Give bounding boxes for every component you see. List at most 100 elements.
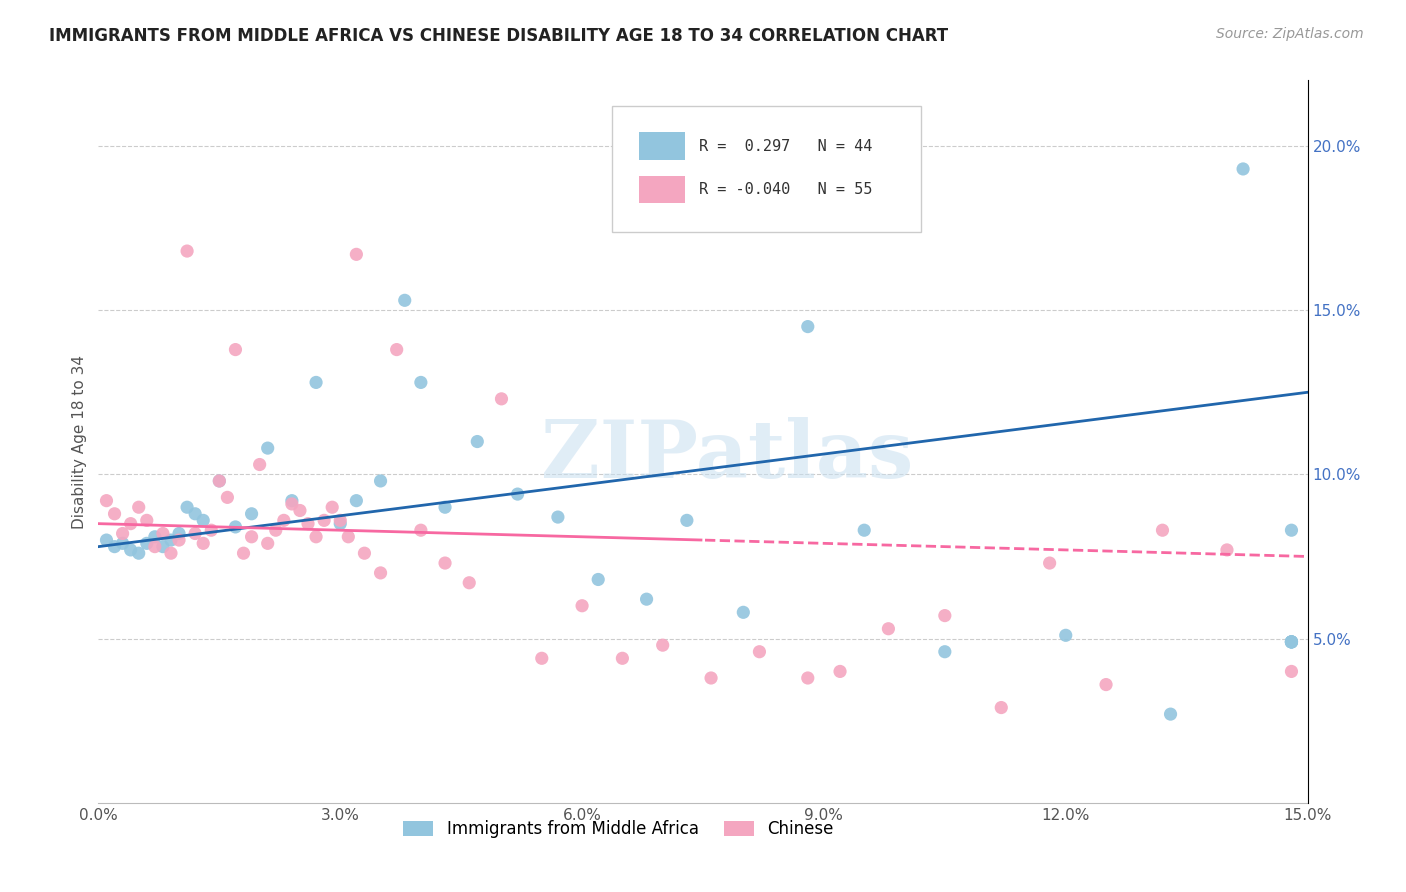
Point [256, 536, 278, 550]
Point [877, 622, 900, 636]
Text: R = -0.040   N = 55: R = -0.040 N = 55 [699, 182, 873, 197]
Point [152, 540, 174, 554]
Point [394, 293, 416, 308]
Point [143, 530, 166, 544]
Point [120, 542, 142, 557]
Point [370, 474, 392, 488]
Point [200, 523, 222, 537]
Point [321, 500, 343, 515]
Point [1281, 635, 1303, 649]
Point [797, 319, 820, 334]
Point [571, 599, 593, 613]
Point [193, 513, 215, 527]
Point [458, 575, 481, 590]
Point [152, 526, 174, 541]
Point [934, 645, 956, 659]
Point [1281, 665, 1303, 679]
Point [636, 592, 658, 607]
Point [344, 493, 367, 508]
Point [990, 700, 1012, 714]
Point [224, 343, 246, 357]
Point [128, 546, 150, 560]
Point [135, 536, 157, 550]
Point [748, 645, 770, 659]
Y-axis label: Disability Age 18 to 34: Disability Age 18 to 34 [72, 354, 87, 529]
Text: ZIPatlas: ZIPatlas [541, 417, 914, 495]
Point [370, 566, 392, 580]
Point [1152, 523, 1174, 537]
Point [828, 665, 851, 679]
Point [281, 493, 304, 508]
Point [506, 487, 529, 501]
Point [160, 533, 183, 547]
Text: Source: ZipAtlas.com: Source: ZipAtlas.com [1216, 27, 1364, 41]
Point [1216, 542, 1239, 557]
Point [700, 671, 723, 685]
Point [1039, 556, 1062, 570]
Text: IMMIGRANTS FROM MIDDLE AFRICA VS CHINESE DISABILITY AGE 18 TO 34 CORRELATION CHA: IMMIGRANTS FROM MIDDLE AFRICA VS CHINESE… [49, 27, 948, 45]
Point [1281, 523, 1303, 537]
Point [1054, 628, 1077, 642]
Point [353, 546, 375, 560]
Point [111, 526, 134, 541]
Point [240, 507, 263, 521]
Point [224, 520, 246, 534]
Point [1160, 707, 1182, 722]
Point [934, 608, 956, 623]
Point [288, 503, 311, 517]
Point [1095, 677, 1118, 691]
Point [434, 556, 457, 570]
Point [167, 526, 190, 541]
Point [676, 513, 699, 527]
Point [176, 244, 198, 258]
Point [232, 546, 254, 560]
Point [385, 343, 408, 357]
Point [135, 513, 157, 527]
Point [96, 533, 118, 547]
Point [733, 605, 755, 619]
Point [103, 507, 125, 521]
Text: R =  0.297   N = 44: R = 0.297 N = 44 [699, 138, 873, 153]
Point [240, 530, 263, 544]
Point [337, 530, 360, 544]
Point [1232, 161, 1254, 176]
Point [281, 497, 304, 511]
Point [853, 523, 876, 537]
Point [612, 651, 634, 665]
Point [160, 546, 183, 560]
Point [434, 500, 457, 515]
Point [96, 493, 118, 508]
Point [1281, 635, 1303, 649]
Point [329, 516, 352, 531]
Point [491, 392, 513, 406]
Point [111, 536, 134, 550]
Point [344, 247, 367, 261]
Point [193, 536, 215, 550]
Point [797, 671, 820, 685]
Point [208, 474, 231, 488]
Point [273, 513, 295, 527]
Point [547, 510, 569, 524]
Point [128, 500, 150, 515]
Point [264, 523, 287, 537]
Point [184, 507, 207, 521]
Point [249, 458, 271, 472]
Point [530, 651, 553, 665]
Point [651, 638, 673, 652]
Point [176, 500, 198, 515]
Point [409, 523, 432, 537]
Point [143, 540, 166, 554]
FancyBboxPatch shape [638, 176, 685, 203]
Point [409, 376, 432, 390]
Point [256, 441, 278, 455]
Point [297, 516, 319, 531]
Point [167, 533, 190, 547]
Point [1281, 635, 1303, 649]
Point [329, 513, 352, 527]
Point [217, 491, 239, 505]
Point [305, 530, 328, 544]
Point [314, 513, 336, 527]
Point [208, 474, 231, 488]
Point [465, 434, 488, 449]
Point [1281, 635, 1303, 649]
